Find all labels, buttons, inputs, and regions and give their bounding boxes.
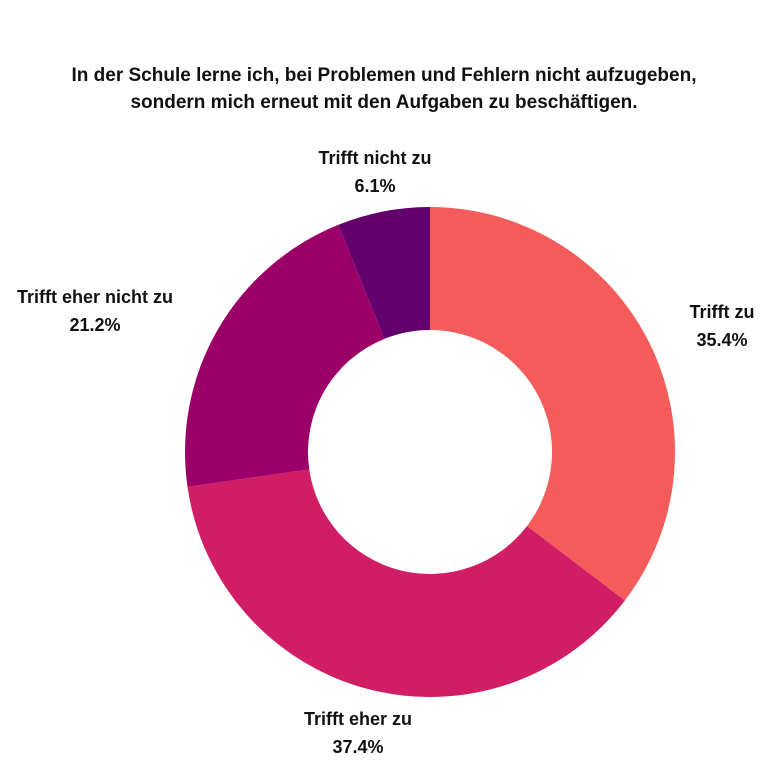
slice-percent: 21.2% [69, 315, 121, 335]
chart-title: In der Schule lerne ich, bei Problemen u… [0, 62, 768, 116]
donut-slice-trifft-eher-zu [187, 469, 625, 697]
slice-label-trifft-zu: Trifft zu 35.4% [690, 298, 755, 354]
slice-label-trifft-eher-zu: Trifft eher zu 37.4% [304, 705, 412, 761]
slice-percent: 37.4% [332, 737, 384, 757]
donut-slice-trifft-zu [430, 207, 675, 601]
slice-name: Trifft eher nicht zu [16, 287, 174, 307]
slice-name: Trifft zu [689, 302, 755, 322]
slice-label-trifft-nicht-zu: Trifft nicht zu 6.1% [319, 144, 432, 200]
chart-title-line-1: In der Schule lerne ich, bei Problemen u… [71, 65, 697, 86]
donut-slice-trifft-eher-nicht-zu [185, 224, 385, 487]
slice-name: Trifft nicht zu [318, 148, 432, 168]
slice-percent: 35.4% [696, 330, 748, 350]
donut-slice-trifft-nicht-zu [338, 207, 430, 339]
slice-percent: 6.1% [354, 176, 396, 196]
chart-title-line-2: sondern mich erneut mit den Aufgaben zu … [130, 92, 638, 113]
slice-name: Trifft eher zu [303, 709, 413, 729]
slice-label-trifft-eher-nicht-zu: Trifft eher nicht zu 21.2% [17, 283, 173, 339]
